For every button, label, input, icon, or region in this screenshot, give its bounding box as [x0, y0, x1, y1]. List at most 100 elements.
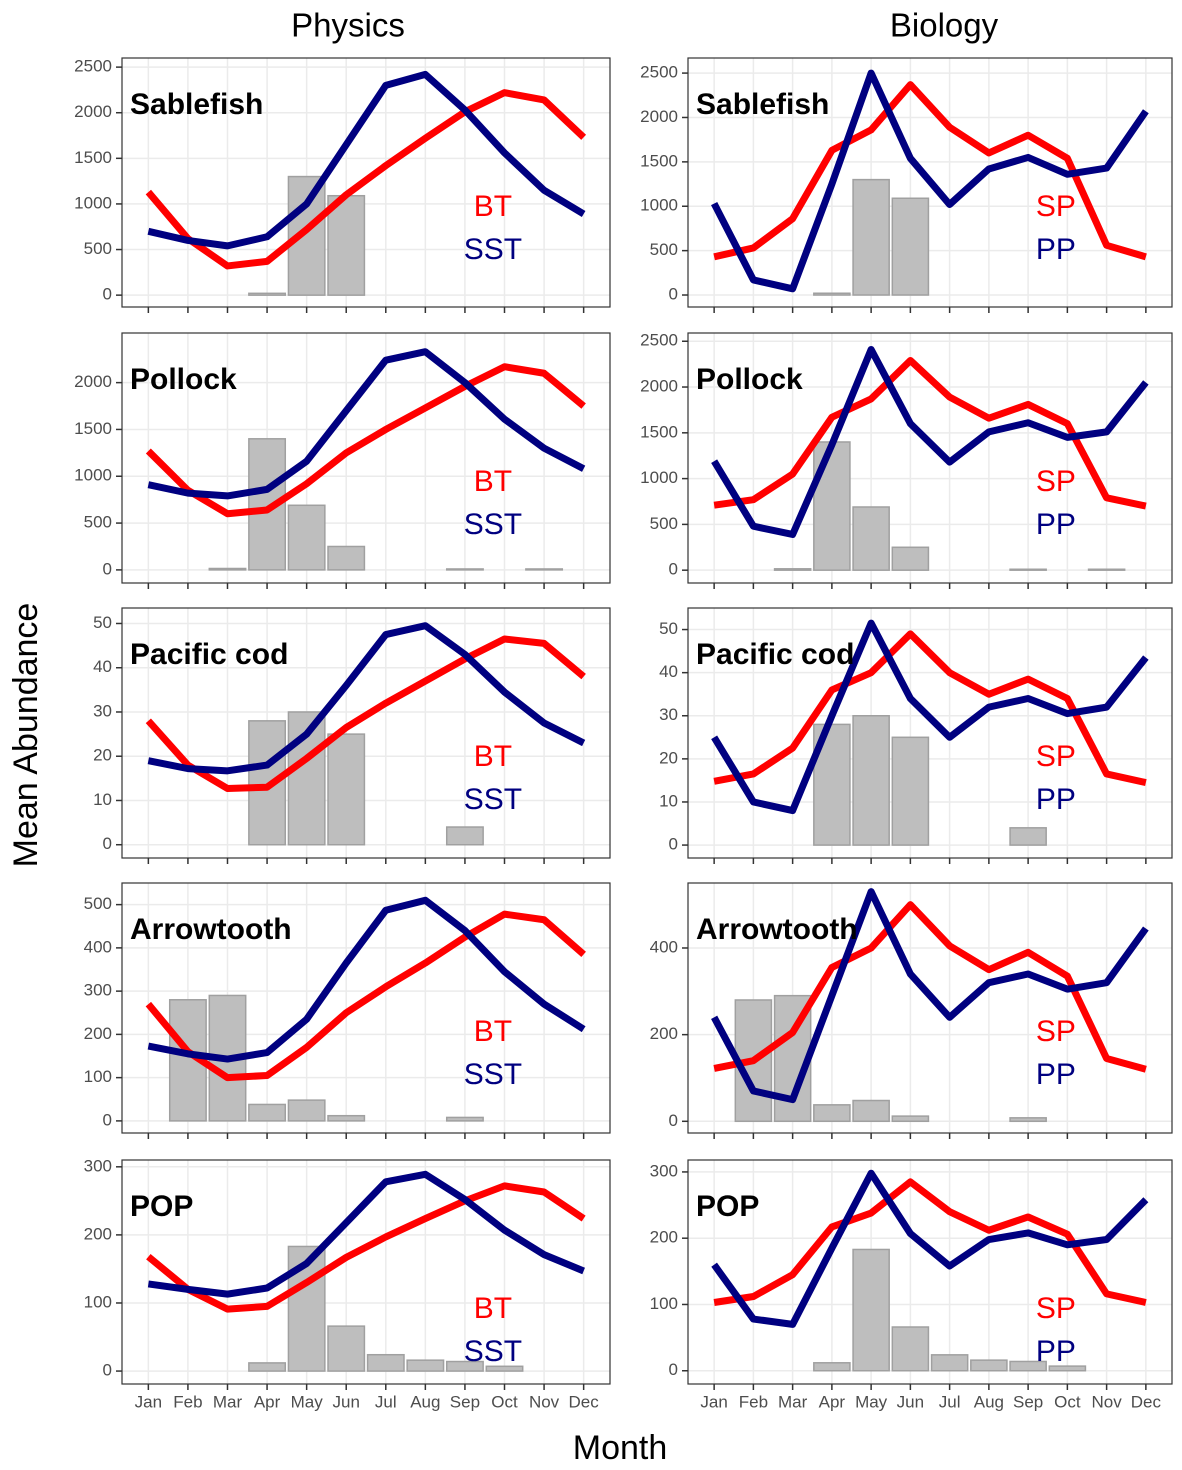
line: [147, 622, 586, 775]
bar: [852, 178, 890, 296]
series-label: SST: [464, 233, 522, 266]
series-label: BT: [474, 740, 512, 773]
bar: [248, 1362, 287, 1372]
y-tick-label: 10: [93, 790, 112, 809]
bar: [327, 194, 366, 296]
line: [711, 345, 1149, 538]
panel-title: POP: [130, 1190, 193, 1223]
y-axis-label: Mean Abundance: [7, 603, 45, 868]
bar: [1087, 568, 1126, 571]
bar: [891, 197, 930, 296]
x-tick-label: Feb: [739, 1392, 768, 1411]
y-tick-label: 400: [84, 937, 112, 956]
panel-border: [687, 57, 1173, 308]
column-title: Physics: [291, 7, 405, 44]
bar: [1009, 1117, 1047, 1123]
panel-border: [121, 332, 611, 584]
series-label: BT: [474, 1015, 512, 1048]
y-tick-label: 1000: [640, 196, 678, 215]
x-tick-label: Mar: [778, 1392, 808, 1411]
y-tick-label: 0: [669, 1360, 678, 1379]
bar: [525, 568, 564, 571]
line: [711, 619, 1149, 815]
series-label: PP: [1036, 508, 1076, 541]
x-tick-label: Jan: [700, 1392, 727, 1411]
panel-title: Pollock: [696, 363, 803, 396]
y-tick-label: 2500: [640, 331, 678, 350]
bar: [813, 292, 851, 296]
panel-title: Pollock: [130, 363, 237, 396]
y-tick-label: 1000: [640, 468, 678, 487]
series-label: SST: [464, 1335, 522, 1368]
y-tick-label: 100: [650, 1294, 678, 1313]
line: [711, 888, 1149, 1104]
bar: [852, 715, 890, 846]
x-tick-label: Jul: [375, 1392, 397, 1411]
y-tick-label: 1000: [74, 466, 112, 485]
y-tick-label: 50: [659, 619, 678, 638]
series-label: SP: [1036, 190, 1076, 223]
x-tick-label: Jan: [135, 1392, 162, 1411]
y-tick-label: 500: [84, 894, 112, 913]
panel-border: [121, 607, 611, 859]
series-label: SP: [1036, 740, 1076, 773]
x-tick-label: Nov: [1091, 1392, 1122, 1411]
line: [711, 69, 1149, 293]
y-tick-label: 30: [93, 701, 112, 720]
line: [145, 363, 586, 518]
y-tick-label: 300: [84, 1156, 112, 1175]
bar: [406, 1359, 445, 1372]
y-tick-label: 100: [84, 1067, 112, 1086]
y-tick-label: 2000: [640, 107, 678, 126]
x-tick-label: Apr: [254, 1392, 281, 1411]
y-tick-label: 0: [103, 285, 112, 304]
y-tick-label: 0: [103, 1361, 112, 1380]
series-label: PP: [1036, 1335, 1076, 1368]
y-tick-label: 0: [103, 1110, 112, 1129]
series-label: BT: [474, 465, 512, 498]
series-label: SP: [1036, 1015, 1076, 1048]
y-tick-label: 2500: [74, 57, 112, 76]
bar: [287, 1099, 326, 1122]
y-tick-label: 2000: [74, 102, 112, 121]
y-tick-label: 30: [659, 705, 678, 724]
y-tick-label: 500: [650, 240, 678, 259]
panel-border: [121, 1159, 611, 1385]
bar: [813, 441, 851, 571]
y-tick-label: 40: [93, 657, 112, 676]
series-label: SP: [1036, 465, 1076, 498]
panel-title: POP: [696, 1190, 759, 1223]
x-tick-label: Oct: [1054, 1392, 1081, 1411]
panel-border: [121, 57, 611, 308]
bar: [891, 546, 930, 571]
y-tick-label: 1000: [74, 193, 112, 212]
series-label: BT: [474, 1292, 512, 1325]
bar: [1009, 568, 1047, 571]
y-tick-label: 0: [669, 1111, 678, 1130]
series-label: PP: [1036, 233, 1076, 266]
y-tick-label: 2000: [640, 377, 678, 396]
bar: [248, 720, 287, 846]
x-tick-label: Dec: [569, 1392, 600, 1411]
y-tick-label: 0: [669, 560, 678, 579]
panel-title: Arrowtooth: [696, 913, 858, 946]
x-tick-label: Oct: [491, 1392, 518, 1411]
series-label: PP: [1036, 1058, 1076, 1091]
y-tick-label: 20: [93, 746, 112, 765]
line: [146, 1182, 586, 1313]
panel-title: Pacific cod: [696, 638, 854, 671]
bar: [970, 1359, 1008, 1372]
bar: [485, 1365, 524, 1372]
y-tick-label: 1500: [74, 148, 112, 167]
line: [145, 910, 586, 1082]
bar: [852, 1248, 890, 1372]
y-tick-label: 200: [650, 1024, 678, 1043]
y-tick-label: 0: [103, 834, 112, 853]
y-tick-label: 500: [650, 514, 678, 533]
bar: [248, 292, 287, 296]
y-tick-label: 2000: [74, 372, 112, 391]
bar: [208, 567, 247, 571]
bar: [852, 506, 890, 571]
panel-border: [121, 882, 611, 1134]
